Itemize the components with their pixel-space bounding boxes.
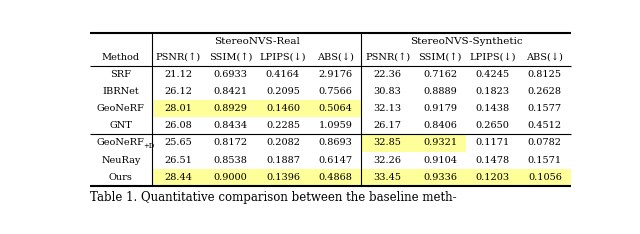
Text: 0.9336: 0.9336 bbox=[423, 173, 457, 182]
Text: 0.2650: 0.2650 bbox=[476, 121, 509, 130]
Text: StereoNVS-Synthetic: StereoNVS-Synthetic bbox=[410, 37, 523, 46]
Text: 0.2082: 0.2082 bbox=[266, 139, 300, 147]
Text: 0.2628: 0.2628 bbox=[528, 87, 562, 96]
Text: 0.1823: 0.1823 bbox=[476, 87, 509, 96]
Text: 0.8889: 0.8889 bbox=[423, 87, 457, 96]
Text: 2.9176: 2.9176 bbox=[318, 70, 353, 79]
Text: 0.2095: 0.2095 bbox=[266, 87, 300, 96]
Text: 0.4868: 0.4868 bbox=[318, 173, 352, 182]
Text: 30.83: 30.83 bbox=[374, 87, 402, 96]
Text: 25.65: 25.65 bbox=[164, 139, 192, 147]
Text: PSNR(↑): PSNR(↑) bbox=[365, 53, 410, 62]
Text: SSIM(↑): SSIM(↑) bbox=[209, 53, 252, 62]
Text: 22.36: 22.36 bbox=[374, 70, 402, 79]
Text: 26.08: 26.08 bbox=[164, 121, 192, 130]
Text: 1.0959: 1.0959 bbox=[318, 121, 352, 130]
Text: Table 1. Quantitative comparison between the baseline meth-: Table 1. Quantitative comparison between… bbox=[90, 191, 456, 204]
Text: 0.7566: 0.7566 bbox=[318, 87, 352, 96]
Text: 0.8434: 0.8434 bbox=[214, 121, 248, 130]
Text: 21.12: 21.12 bbox=[164, 70, 192, 79]
Text: 0.9000: 0.9000 bbox=[214, 173, 248, 182]
Text: 0.4164: 0.4164 bbox=[266, 70, 300, 79]
Text: 28.01: 28.01 bbox=[164, 104, 192, 113]
Text: GeoNeRF: GeoNeRF bbox=[97, 104, 145, 113]
Text: StereoNVS-Real: StereoNVS-Real bbox=[214, 37, 300, 46]
Text: +D: +D bbox=[144, 142, 155, 150]
Text: 26.12: 26.12 bbox=[164, 87, 192, 96]
Text: 0.1887: 0.1887 bbox=[266, 156, 300, 165]
Text: 0.8125: 0.8125 bbox=[528, 70, 562, 79]
Text: GeoNeRF: GeoNeRF bbox=[97, 139, 145, 147]
Text: 0.8929: 0.8929 bbox=[214, 104, 248, 113]
Text: 28.44: 28.44 bbox=[164, 173, 192, 182]
Text: 0.8538: 0.8538 bbox=[214, 156, 248, 165]
Text: 0.6147: 0.6147 bbox=[318, 156, 353, 165]
Text: 0.8172: 0.8172 bbox=[214, 139, 248, 147]
Text: IBRNet: IBRNet bbox=[102, 87, 140, 96]
Text: 0.8406: 0.8406 bbox=[423, 121, 457, 130]
Text: 26.17: 26.17 bbox=[374, 121, 402, 130]
Text: 0.9179: 0.9179 bbox=[423, 104, 457, 113]
Text: 0.1171: 0.1171 bbox=[476, 139, 509, 147]
Text: 0.9321: 0.9321 bbox=[423, 139, 457, 147]
Text: 0.7162: 0.7162 bbox=[423, 70, 457, 79]
Text: 0.1571: 0.1571 bbox=[528, 156, 562, 165]
Text: SSIM(↑): SSIM(↑) bbox=[419, 53, 461, 62]
Text: Method: Method bbox=[102, 53, 140, 62]
Text: 0.1438: 0.1438 bbox=[476, 104, 509, 113]
Text: 0.0782: 0.0782 bbox=[528, 139, 562, 147]
Bar bbox=[152, 100, 362, 117]
Text: 26.51: 26.51 bbox=[164, 156, 192, 165]
Text: 32.85: 32.85 bbox=[374, 139, 402, 147]
Text: SRF: SRF bbox=[111, 70, 131, 79]
Text: 32.26: 32.26 bbox=[374, 156, 402, 165]
Text: 0.1577: 0.1577 bbox=[528, 104, 562, 113]
Text: 0.5064: 0.5064 bbox=[318, 104, 352, 113]
Text: 33.45: 33.45 bbox=[374, 173, 402, 182]
Text: 0.1396: 0.1396 bbox=[266, 173, 300, 182]
Text: GNT: GNT bbox=[109, 121, 132, 130]
Text: PSNR(↑): PSNR(↑) bbox=[156, 53, 201, 62]
Bar bbox=[152, 169, 571, 186]
Text: 0.6933: 0.6933 bbox=[214, 70, 248, 79]
Text: LPIPS(↓): LPIPS(↓) bbox=[260, 53, 306, 62]
Text: 0.4245: 0.4245 bbox=[476, 70, 509, 79]
Text: 32.13: 32.13 bbox=[374, 104, 402, 113]
Text: LPIPS(↓): LPIPS(↓) bbox=[469, 53, 516, 62]
Text: 0.8693: 0.8693 bbox=[318, 139, 352, 147]
Text: 0.9104: 0.9104 bbox=[423, 156, 457, 165]
Text: 0.2285: 0.2285 bbox=[266, 121, 300, 130]
Text: 0.1460: 0.1460 bbox=[266, 104, 300, 113]
Text: NeuRay: NeuRay bbox=[101, 156, 141, 165]
Text: ABS(↓): ABS(↓) bbox=[317, 53, 354, 62]
Text: 0.1203: 0.1203 bbox=[476, 173, 509, 182]
Bar bbox=[362, 134, 467, 151]
Text: 0.4512: 0.4512 bbox=[528, 121, 562, 130]
Text: 0.8421: 0.8421 bbox=[214, 87, 248, 96]
Text: ABS(↓): ABS(↓) bbox=[527, 53, 563, 62]
Text: Ours: Ours bbox=[109, 173, 133, 182]
Text: 0.1478: 0.1478 bbox=[476, 156, 509, 165]
Text: 0.1056: 0.1056 bbox=[528, 173, 562, 182]
